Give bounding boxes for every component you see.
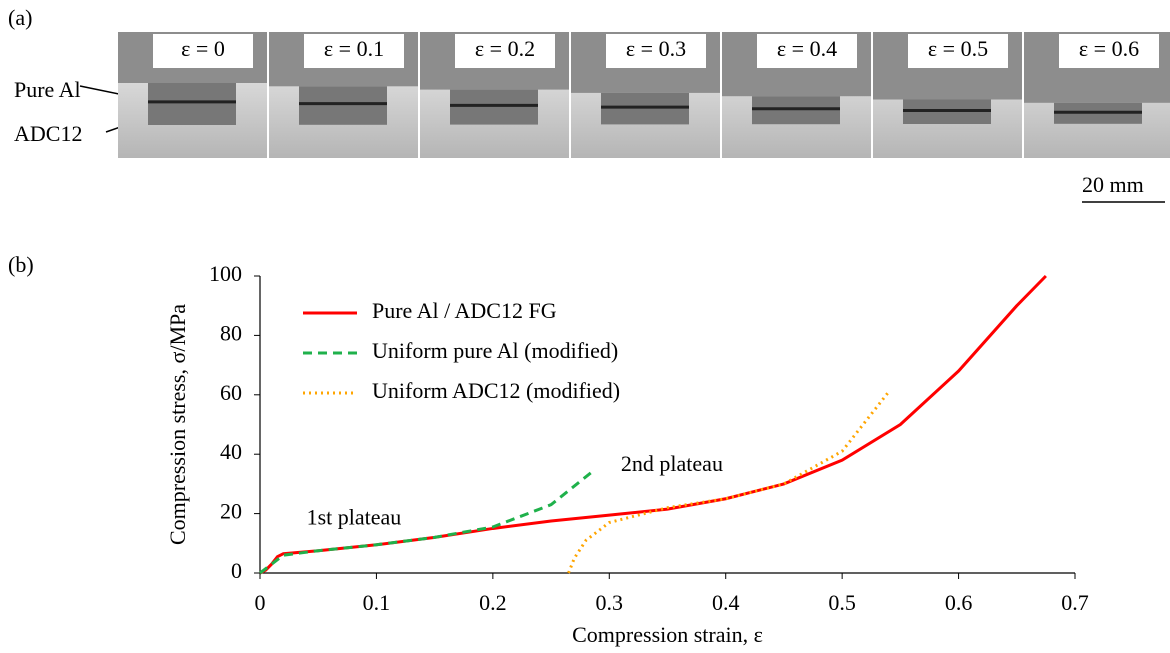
specimen: [450, 89, 538, 125]
label-box: [908, 34, 1008, 68]
panel-label: (b): [8, 252, 34, 277]
x-tick-label: 0.4: [712, 590, 740, 615]
series-line: [259, 274, 1047, 575]
frame-label: ε = 0.3: [626, 36, 686, 61]
x-tick-label: 0.3: [596, 590, 624, 615]
y-tick-label: 0: [231, 558, 242, 583]
y-tick-label: 60: [220, 380, 242, 405]
scale-bar-label: 20 mm: [1082, 172, 1144, 197]
frame-label: ε = 0.6: [1079, 36, 1139, 61]
label-box: [1059, 34, 1159, 68]
photo-strip: ε = 0 ε = 0.1 ε = 0.2 ε = 0.3 ε = 0.4 ε = 0.5…: [118, 32, 1170, 158]
frame-label: ε = 0.2: [475, 36, 535, 61]
label-box: [455, 34, 555, 68]
annotation: 2nd plateau: [621, 451, 723, 476]
specimen: [299, 86, 387, 125]
x-tick-label: 0.7: [1061, 590, 1089, 615]
y-axis-label: Compression stress, σ/MPa: [165, 304, 190, 545]
legend-label: Uniform pure Al (modified): [372, 338, 618, 363]
layer-label: Pure Al: [14, 77, 81, 102]
series-line: [259, 470, 593, 575]
layer-label: ADC12: [14, 121, 82, 146]
frame-label: ε = 0.5: [928, 36, 988, 61]
y-tick-label: 20: [220, 499, 242, 524]
x-axis-label: Compression strain, ε: [572, 622, 763, 647]
label-box: [606, 34, 706, 68]
frame-label: ε = 0.1: [324, 36, 384, 61]
legend-label: Uniform ADC12 (modified): [372, 378, 620, 403]
series-line: [567, 390, 890, 574]
chart: 0 20 40 60 80 100 0 0.1 0.2 0.3 0.4 0.5 0.6 0.7 Compre…: [165, 261, 1089, 647]
legend-label: Pure Al / ADC12 FG: [372, 298, 557, 323]
y-tick-label: 80: [220, 320, 242, 345]
y-tick-label: 100: [209, 261, 242, 286]
annotation: 1st plateau: [307, 505, 402, 530]
x-tick-label: 0.2: [479, 590, 507, 615]
label-box: [304, 34, 404, 68]
y-tick-label: 40: [220, 439, 242, 464]
x-tick-label: 0: [255, 590, 266, 615]
frame-label: ε = 0: [181, 36, 225, 61]
frame-label: ε = 0.4: [777, 36, 837, 61]
label-box: [153, 34, 253, 68]
x-tick-label: 0.1: [363, 590, 391, 615]
x-tick-label: 0.5: [828, 590, 856, 615]
panel-label: (a): [8, 5, 32, 30]
label-box: [757, 34, 857, 68]
x-tick-label: 0.6: [945, 590, 973, 615]
specimen: [601, 92, 689, 125]
specimen: [148, 83, 236, 125]
